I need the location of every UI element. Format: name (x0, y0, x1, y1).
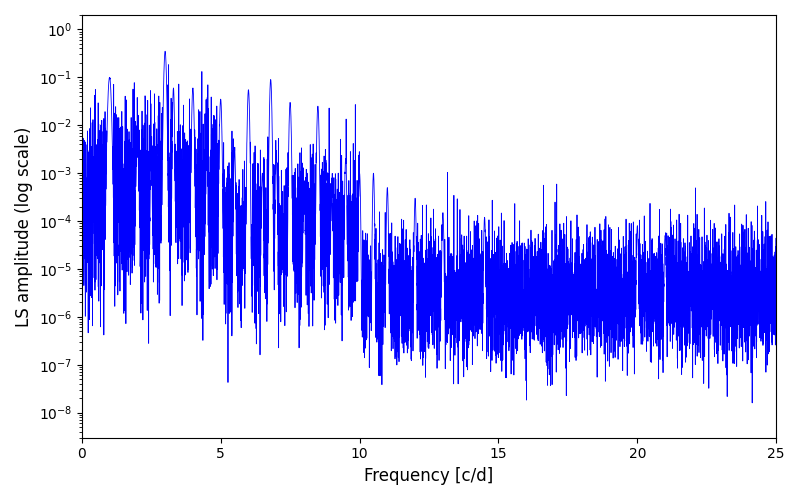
Y-axis label: LS amplitude (log scale): LS amplitude (log scale) (15, 126, 33, 326)
X-axis label: Frequency [c/d]: Frequency [c/d] (364, 467, 494, 485)
